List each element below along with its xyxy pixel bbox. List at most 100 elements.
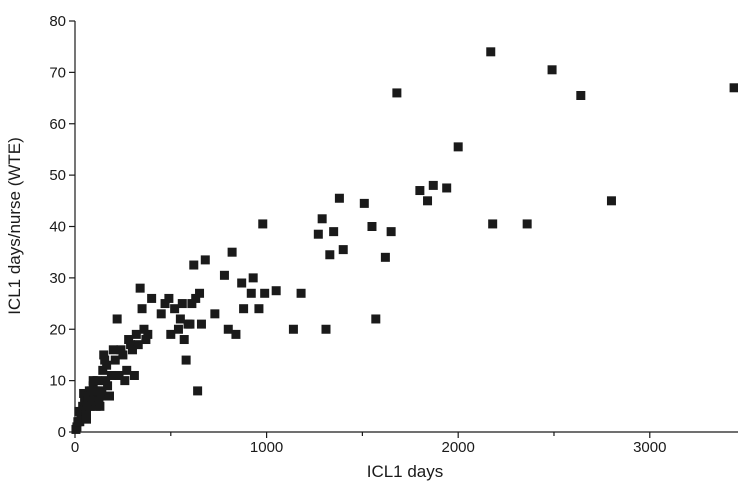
data-point [97,386,107,396]
y-axis: 0 10 20 30 40 50 60 70 80 [49,13,76,441]
data-point [96,391,106,401]
data-point [160,299,170,309]
data-point [94,396,104,406]
y-axis-title: ICL1 days/nurse (WTE) [5,137,24,315]
data-point [98,365,108,375]
data-point [237,278,247,288]
data-point [179,335,189,345]
data-point [258,219,268,229]
x-tick-label: 0 [71,439,79,456]
data-point [428,180,438,190]
data-point [334,193,344,203]
data-point [321,324,331,334]
data-point [223,324,233,334]
data-point [92,376,102,386]
data-point [104,391,114,401]
data-point [78,401,88,411]
data-point [103,381,113,391]
data-point [296,288,306,298]
data-point [133,340,143,350]
data-point [522,219,532,229]
data-point [116,345,126,355]
data-point [126,340,136,350]
x-tick-label: 2000 [442,439,475,456]
data-point [177,299,187,309]
data-point [85,401,95,411]
data-point [106,370,116,380]
data-point [231,329,241,339]
data-point [81,414,91,424]
y-tick-label: 30 [49,270,66,287]
data-point [547,65,557,75]
data-point [127,345,137,355]
data-point [131,329,141,339]
data-point [102,360,112,370]
data-point [187,299,197,309]
data-point [193,386,203,396]
y-tick-label: 80 [49,13,66,30]
x-axis: 0 1000 2000 3000 [71,431,738,456]
data-point [246,288,256,298]
data-point [338,245,348,255]
data-point [313,229,323,239]
data-point [156,309,166,319]
data-point [423,196,433,206]
data-point [164,293,174,303]
data-point [170,304,180,314]
data-point [118,350,128,360]
x-axis-title: ICL1 days [367,462,444,481]
data-point [380,252,390,262]
data-point [210,309,220,319]
data-point [576,90,586,100]
data-point [181,355,191,365]
data-point [200,255,210,265]
data-point [288,324,298,334]
x-tick-label: 3000 [633,439,666,456]
data-point [260,288,270,298]
y-tick-label: 40 [49,219,66,236]
y-tick-label: 10 [49,373,66,390]
data-point [175,314,185,324]
data-point [143,329,153,339]
data-point [239,304,249,314]
y-tick-label: 0 [58,424,66,441]
data-point [488,219,498,229]
data-point [100,355,110,365]
data-point [254,304,264,314]
data-point [75,417,85,427]
y-tick-label: 50 [49,167,66,184]
data-point [99,350,109,360]
data-point [129,370,139,380]
data-point [367,222,377,231]
data-point [415,186,425,196]
data-point [386,227,396,237]
data-point [135,283,145,293]
data-point [76,412,86,422]
data-point [359,198,369,208]
data-points [71,47,738,434]
data-point [89,391,99,401]
data-point [227,247,237,257]
data-point [147,293,157,303]
data-point [325,250,335,260]
data-point [392,88,402,98]
data-point [219,270,229,280]
data-point [101,376,111,386]
data-point [72,422,82,432]
data-point [139,324,149,334]
data-point [173,324,183,334]
data-point [248,273,258,283]
data-point [442,183,452,193]
data-point [453,142,463,152]
data-point [185,319,195,329]
data-point [191,293,201,303]
data-point [166,329,176,339]
y-tick-label: 20 [49,321,66,338]
data-point [114,370,124,380]
data-point [77,406,87,416]
x-tick-label: 1000 [250,439,283,456]
data-point [88,381,98,391]
data-point [112,314,122,324]
data-point [189,260,199,270]
